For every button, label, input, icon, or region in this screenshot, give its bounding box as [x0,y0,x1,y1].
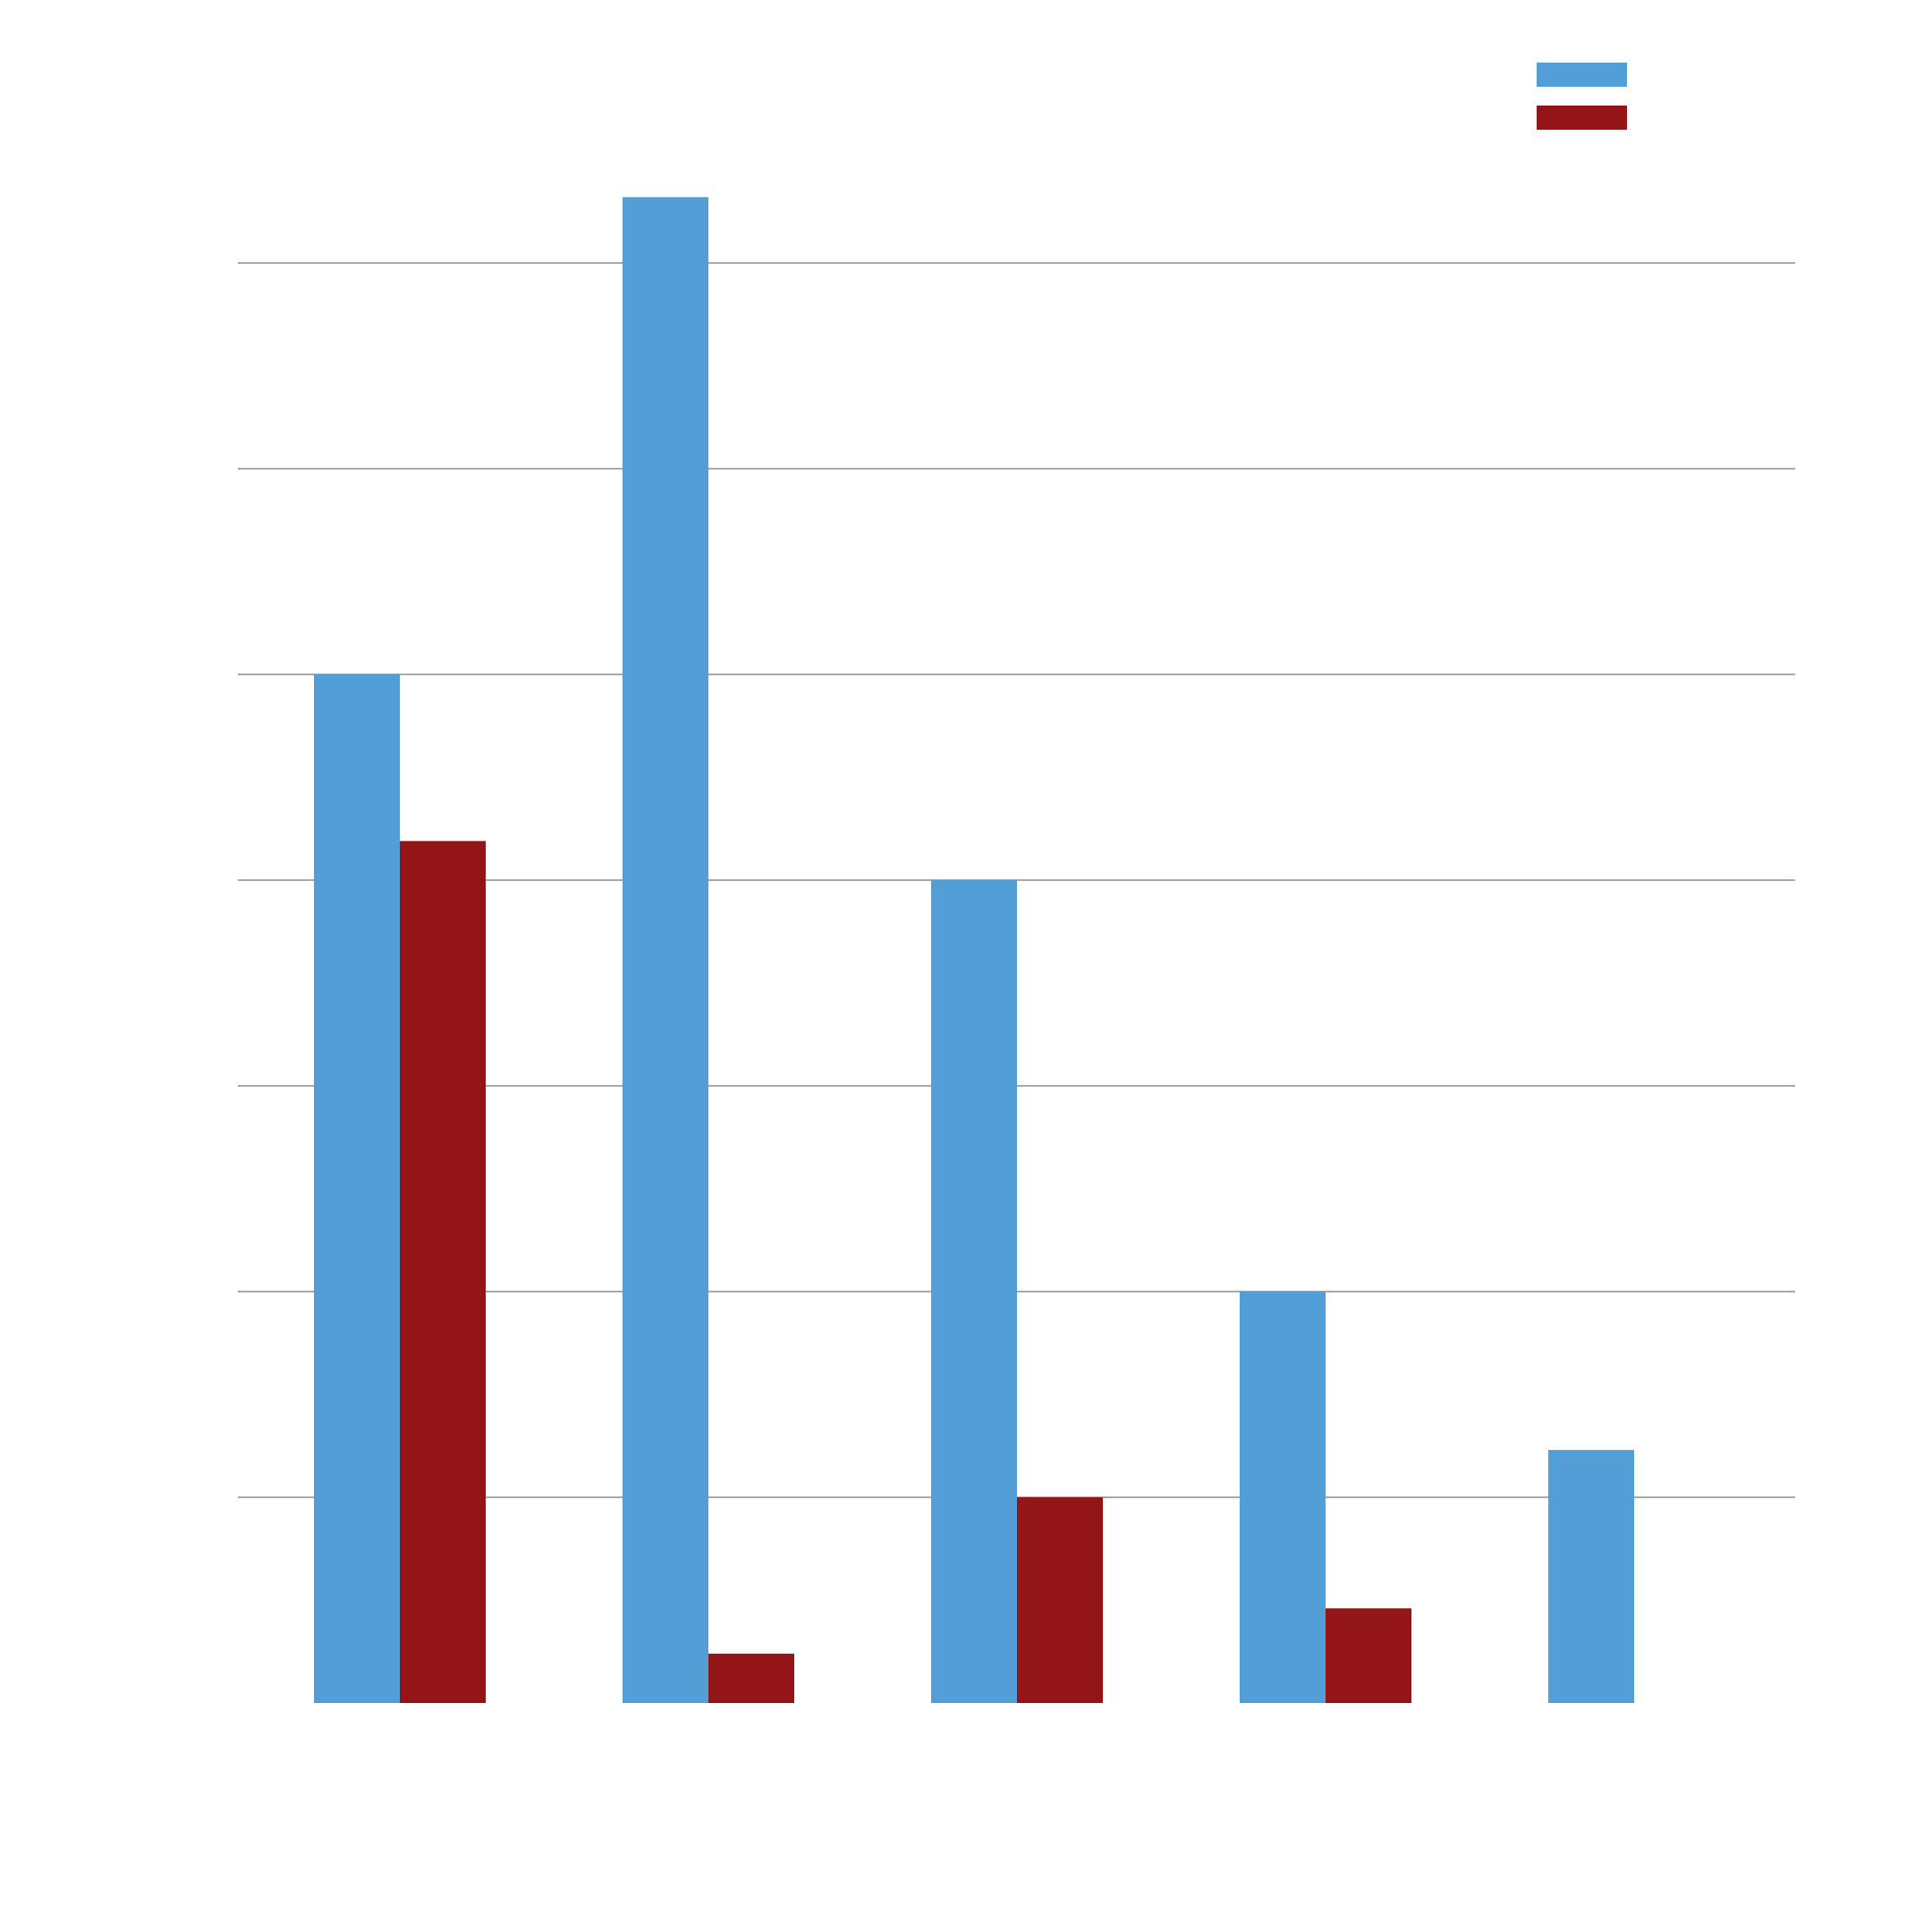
bar-series-1-cat-5 [1548,1450,1634,1703]
bar-series-2-cat-1 [400,841,486,1703]
legend [1537,63,1627,130]
legend-swatch-2 [1537,106,1627,130]
legend-swatch-1 [1537,63,1627,87]
bar-series-2-cat-2 [708,1653,794,1703]
bar-series-2-cat-3 [1017,1497,1103,1703]
bar-series-2-cat-4 [1326,1608,1411,1703]
bar-series-1-cat-4 [1240,1292,1326,1703]
bar-series-1-cat-2 [623,197,708,1703]
bar-series-1-cat-3 [931,880,1017,1703]
bar-series-1-cat-1 [314,674,400,1703]
bars [314,197,1634,1703]
